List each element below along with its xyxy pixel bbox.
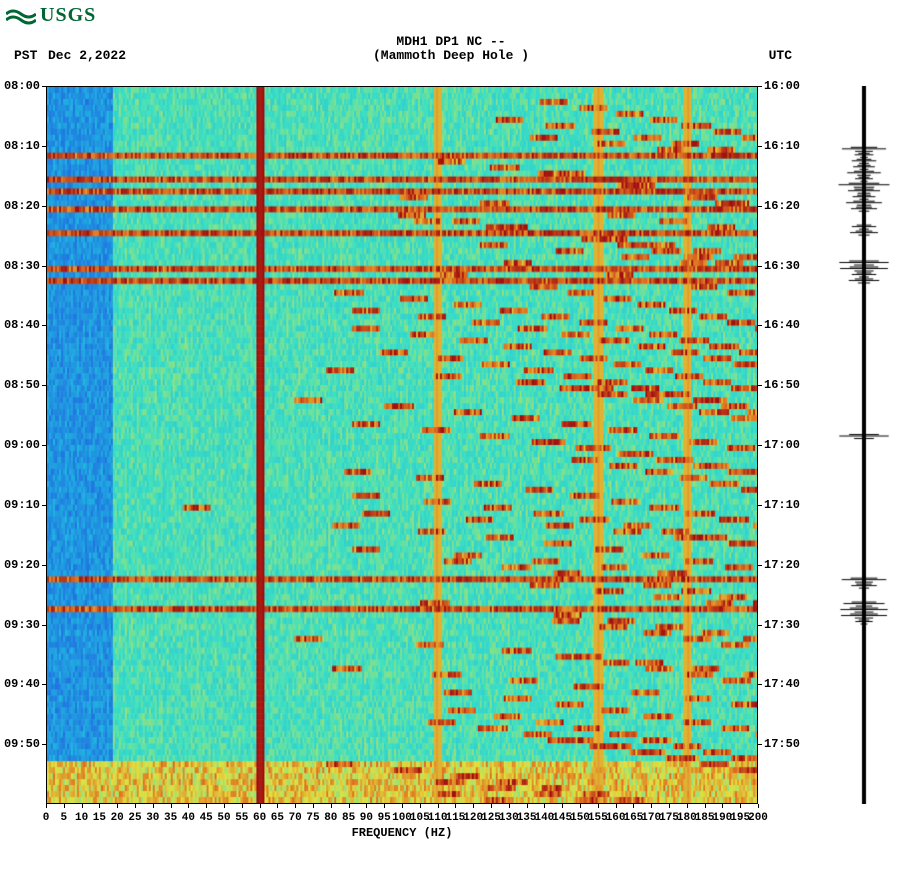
x-tick: 75 xyxy=(306,812,319,824)
y-tick-left: 08:50 xyxy=(4,378,40,392)
y-tick-right: 16:20 xyxy=(764,199,800,213)
utc-label: UTC xyxy=(769,48,792,63)
x-tick: 30 xyxy=(146,812,159,824)
usgs-logo: USGS xyxy=(6,4,96,27)
usgs-wave-icon xyxy=(6,6,36,26)
y-tick-right: 16:10 xyxy=(764,139,800,153)
x-tick: 20 xyxy=(111,812,124,824)
station-id: MDH1 DP1 NC -- xyxy=(0,34,902,49)
x-axis-label: FREQUENCY (HZ) xyxy=(46,826,758,840)
x-tick: 25 xyxy=(128,812,141,824)
x-tick: 40 xyxy=(182,812,195,824)
y-tick-right: 17:30 xyxy=(764,618,800,632)
y-tick-right: 16:00 xyxy=(764,79,800,93)
x-tick: 80 xyxy=(324,812,337,824)
x-tick: 95 xyxy=(378,812,391,824)
spectrogram-canvas xyxy=(47,87,757,803)
y-tick-right: 17:10 xyxy=(764,498,800,512)
x-tick: 45 xyxy=(200,812,213,824)
y-tick-right: 17:50 xyxy=(764,737,800,751)
x-axis-frequency: FREQUENCY (HZ) 05 10 15 20 25 30 35 40 45 50 55 60 6… xyxy=(46,804,758,844)
y-tick-left: 09:50 xyxy=(4,737,40,751)
y-tick-right: 17:40 xyxy=(764,677,800,691)
y-tick-right: 17:20 xyxy=(764,558,800,572)
y-tick-right: 16:30 xyxy=(764,259,800,273)
y-tick-left: 09:00 xyxy=(4,438,40,452)
x-tick: 200 xyxy=(748,812,768,824)
y-tick-right: 16:50 xyxy=(764,378,800,392)
y-tick-right: 17:00 xyxy=(764,438,800,452)
y-tick-left: 09:40 xyxy=(4,677,40,691)
x-tick: 35 xyxy=(164,812,177,824)
y-tick-left: 09:10 xyxy=(4,498,40,512)
x-tick: 85 xyxy=(342,812,355,824)
y-tick-right: 16:40 xyxy=(764,318,800,332)
y-tick-left: 08:20 xyxy=(4,199,40,213)
y-tick-left: 08:30 xyxy=(4,259,40,273)
spectrogram-chart xyxy=(46,86,758,804)
x-tick: 90 xyxy=(360,812,373,824)
y-axis-left-pst: 08:0008:1008:2008:3008:4008:5009:0009:10… xyxy=(0,86,46,804)
y-tick-left: 08:40 xyxy=(4,318,40,332)
x-tick: 5 xyxy=(60,812,67,824)
x-tick: 0 xyxy=(43,812,50,824)
x-tick: 15 xyxy=(93,812,106,824)
x-tick: 65 xyxy=(271,812,284,824)
usgs-text: USGS xyxy=(40,4,96,27)
x-tick: 70 xyxy=(289,812,302,824)
y-tick-left: 08:10 xyxy=(4,139,40,153)
seismogram-strip xyxy=(838,86,890,804)
seismogram-canvas xyxy=(838,86,890,804)
x-tick: 60 xyxy=(253,812,266,824)
y-axis-right-utc: 16:0016:1016:2016:3016:4016:5017:0017:10… xyxy=(758,86,808,804)
station-name: (Mammoth Deep Hole ) xyxy=(0,48,902,63)
x-tick: 55 xyxy=(235,812,248,824)
x-tick: 10 xyxy=(75,812,88,824)
x-tick: 50 xyxy=(217,812,230,824)
y-tick-left: 09:30 xyxy=(4,618,40,632)
y-tick-left: 09:20 xyxy=(4,558,40,572)
y-tick-left: 08:00 xyxy=(4,79,40,93)
